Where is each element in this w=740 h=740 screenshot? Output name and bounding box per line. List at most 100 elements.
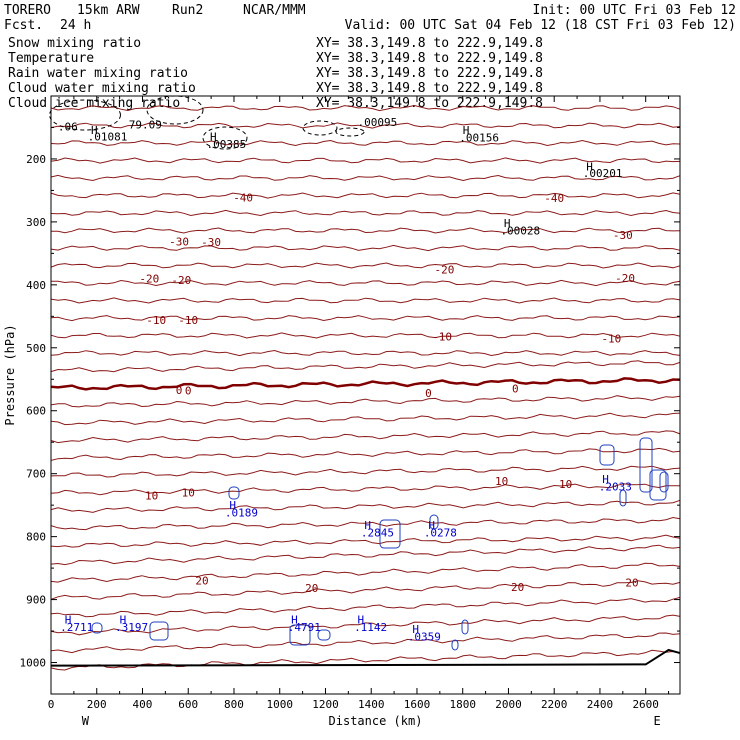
fcst-value: 24 h	[60, 18, 91, 33]
temperature-contour	[50, 279, 681, 287]
temperature-contour	[50, 465, 681, 478]
maximum-label: .00156	[459, 131, 499, 144]
valid-time: Valid: 00 UTC Sat 04 Feb 12 (18 CST Fri …	[345, 18, 736, 33]
axes: 0 200 400 600 800 1000 1200 1400 1600 1800 2000 220…	[20, 96, 680, 711]
temperature-contour	[50, 632, 681, 654]
x-tick-label: 800	[224, 698, 244, 711]
x-tick-label: 0	[48, 698, 55, 711]
maximum-label: .00028	[500, 224, 540, 237]
maximum-label: H	[504, 217, 511, 230]
temperature-contour-label: -20	[171, 274, 191, 287]
cloud-water-contour	[289, 624, 311, 646]
x-tick-label: 2400	[587, 698, 614, 711]
cloud-water-contour	[317, 629, 331, 641]
maximum-label: H	[229, 499, 236, 512]
temperature-contour	[50, 332, 681, 339]
maximum-label: .01081	[88, 131, 128, 144]
maximum-label: H	[364, 519, 371, 532]
maximum-label: .0359	[408, 630, 441, 643]
temperature-contour-label: 20	[511, 581, 524, 594]
cloud-water-contour	[228, 486, 240, 500]
maxima-labels: .06 H.0108179.09H.00385.00095H.00156H.002…	[58, 116, 632, 643]
west-label: W	[82, 714, 90, 728]
temperature-contour-label: 20	[195, 575, 208, 588]
cloud-water-contour	[379, 519, 401, 549]
temperature-contour-label: -30	[169, 235, 189, 248]
cloud-water-contour	[599, 444, 615, 466]
terrain-line	[50, 648, 681, 667]
cloud-water-contour	[451, 639, 459, 651]
maximum-label: H	[463, 124, 470, 137]
cloud-water-contour	[461, 619, 469, 635]
maximum-label: H	[65, 613, 72, 626]
temperature-contour	[50, 360, 681, 373]
maximum-label: .00095	[357, 116, 397, 129]
maximum-label: .2033	[599, 481, 632, 494]
snow-mixing-contour	[335, 127, 365, 137]
legend-field-name: Snow mixing ratio	[8, 36, 141, 51]
temperature-contour-label: 0	[512, 383, 519, 396]
legend-field-xy: XY= 38.3,149.8 to 222.9,149.8	[316, 36, 543, 51]
cloud-water-contour	[639, 437, 653, 493]
temperature-contour	[50, 562, 681, 583]
legend-field-xy: XY= 38.3,149.8 to 222.9,149.8	[316, 81, 543, 96]
y-tick-label: 700	[26, 468, 46, 481]
temperature-contour-label: -20	[139, 273, 159, 286]
y-tick-label: 500	[26, 342, 46, 355]
snow-mixing-contour	[202, 126, 248, 150]
x-tick-label: 600	[178, 698, 198, 711]
cloud-water-contour	[149, 621, 169, 641]
maximum-label: H	[120, 613, 127, 626]
temperature-contour-label: 10	[495, 475, 508, 488]
east-label: E	[654, 714, 661, 728]
temperature-contour-label: -20	[615, 272, 635, 285]
temperature-contour	[50, 580, 681, 600]
temperature-contour-label: 10	[145, 490, 158, 503]
feature-layer	[49, 95, 669, 651]
maximum-label: .00201	[583, 167, 623, 180]
temperature-contour-label: 10	[182, 487, 195, 500]
maximum-label: H	[602, 473, 609, 486]
legend-field-xy: XY= 38.3,149.8 to 222.9,149.8	[316, 51, 543, 66]
temperature-contour-label: -10	[432, 330, 452, 343]
x-tick-label: 2600	[632, 698, 659, 711]
temperature-contour-label: -40	[544, 192, 564, 205]
cloud-water-contour	[649, 469, 667, 501]
temperature-contour	[50, 315, 681, 322]
temperature-contour-label: -40	[233, 191, 253, 204]
maximum-label: .4791	[288, 621, 321, 634]
y-tick-label: 300	[26, 216, 46, 229]
plot-area: -40 -40 -30 -30 -30 -20 -20 -20 -20 -10 -10 -10 -10 0…	[20, 95, 681, 711]
temperature-contour-label: -10	[146, 314, 166, 327]
temperature-contour	[50, 122, 681, 129]
maximum-label: 79.09	[129, 119, 162, 132]
x-tick-label: 2000	[495, 698, 522, 711]
init-time: Init: 00 UTC Fri 03 Feb 12	[533, 3, 737, 18]
maximum-label: H	[428, 519, 435, 532]
temperature-contour-label: 0	[176, 384, 183, 397]
x-tick-label: 2200	[541, 698, 568, 711]
snow-mixing-contour	[49, 99, 121, 131]
x-tick-label: 1200	[312, 698, 339, 711]
legend-field-name: Temperature	[8, 51, 94, 66]
temperature-contour	[50, 349, 681, 357]
model-run: Run2	[172, 3, 203, 18]
y-tick-label: 900	[26, 594, 46, 607]
temperature-contour	[50, 544, 681, 566]
legend-field-xy: XY= 38.3,149.8 to 222.9,149.8	[316, 66, 543, 81]
temperature-contour	[50, 227, 681, 234]
legend-field-name: Cloud ice mixing ratio	[8, 96, 180, 111]
temperature-contour	[50, 297, 681, 304]
y-tick-label: 600	[26, 405, 46, 418]
temperature-contour	[50, 244, 681, 252]
maximum-label: H	[210, 131, 217, 144]
x-tick-label: 200	[87, 698, 107, 711]
plot-frame	[50, 95, 681, 695]
temperature-contour	[50, 596, 681, 618]
temperature-contour	[50, 412, 681, 426]
fcst-label: Fcst.	[4, 18, 43, 33]
temperature-contour-label: -10	[601, 332, 621, 345]
temperature-contour	[50, 104, 681, 112]
x-tick-label: 1600	[404, 698, 431, 711]
